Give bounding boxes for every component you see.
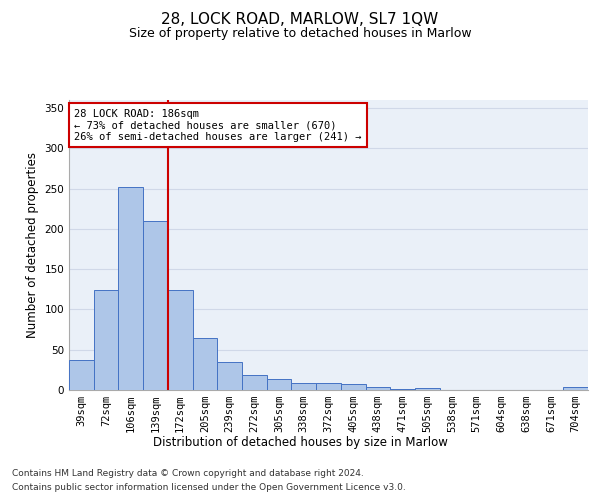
Bar [217, 362, 242, 390]
Bar [168, 290, 193, 390]
Bar [118, 187, 143, 390]
Bar [563, 387, 588, 390]
Bar [69, 360, 94, 390]
Text: Contains public sector information licensed under the Open Government Licence v3: Contains public sector information licen… [12, 484, 406, 492]
Bar [316, 383, 341, 390]
Bar [390, 389, 415, 390]
Text: Size of property relative to detached houses in Marlow: Size of property relative to detached ho… [128, 28, 472, 40]
Bar [143, 221, 168, 390]
Text: Distribution of detached houses by size in Marlow: Distribution of detached houses by size … [152, 436, 448, 449]
Text: 28 LOCK ROAD: 186sqm
← 73% of detached houses are smaller (670)
26% of semi-deta: 28 LOCK ROAD: 186sqm ← 73% of detached h… [74, 108, 362, 142]
Text: 28, LOCK ROAD, MARLOW, SL7 1QW: 28, LOCK ROAD, MARLOW, SL7 1QW [161, 12, 439, 28]
Bar [193, 338, 217, 390]
Bar [415, 388, 440, 390]
Bar [341, 384, 365, 390]
Bar [292, 383, 316, 390]
Bar [94, 290, 118, 390]
Bar [365, 387, 390, 390]
Bar [242, 374, 267, 390]
Text: Contains HM Land Registry data © Crown copyright and database right 2024.: Contains HM Land Registry data © Crown c… [12, 468, 364, 477]
Y-axis label: Number of detached properties: Number of detached properties [26, 152, 39, 338]
Bar [267, 378, 292, 390]
